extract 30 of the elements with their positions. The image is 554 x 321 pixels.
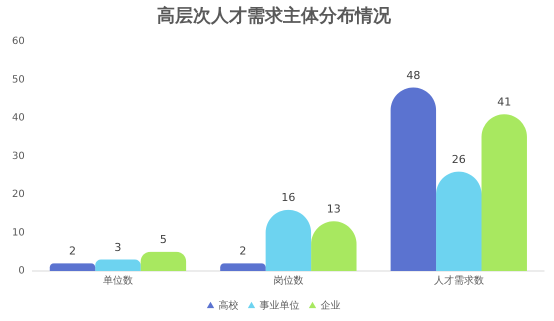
data-label: 26: [452, 152, 466, 166]
data-label: 16: [281, 191, 296, 204]
y-tick-label: 30: [12, 150, 25, 162]
bar: [482, 114, 527, 271]
y-tick-label: 60: [12, 36, 25, 48]
bar: [140, 252, 186, 271]
bar: [390, 87, 436, 271]
y-tick-label: 50: [12, 74, 25, 86]
legend-label: 事业单位: [260, 300, 300, 312]
y-tick-label: 10: [12, 227, 25, 238]
y-tick-label: 40: [12, 112, 25, 124]
legend-label: 高校: [218, 300, 238, 312]
data-label: 2: [68, 244, 76, 258]
bar: [220, 263, 266, 271]
bar: [436, 172, 482, 271]
bar: [95, 260, 141, 271]
x-tick-label: 人才需求数: [434, 274, 484, 287]
bar: [50, 263, 96, 271]
x-tick-label: 单位数: [102, 274, 133, 287]
y-tick-label: 20: [12, 189, 25, 200]
data-label: 13: [326, 202, 341, 216]
data-label: 5: [160, 233, 167, 246]
data-label: 3: [114, 240, 122, 254]
data-label: 2: [239, 244, 246, 258]
x-tick-label: 岗位数: [273, 274, 304, 287]
data-label: 48: [406, 68, 420, 82]
chart-title: 高层次人才需求主体分布情况: [157, 5, 392, 26]
legend-label: 企业: [320, 300, 340, 312]
y-tick-label: 0: [18, 266, 25, 277]
data-label: 41: [497, 96, 512, 109]
